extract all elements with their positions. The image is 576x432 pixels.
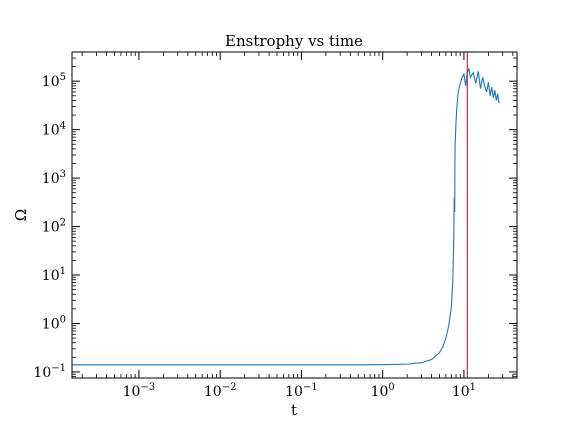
- x-tick-label: 100: [371, 382, 395, 400]
- plot-area: 10−3 10−2 10−1 100 101 10−1 100 101 102 103 104 105: [33, 52, 517, 400]
- x-tick-label: 101: [452, 382, 476, 400]
- y-axis-label: Ω: [12, 209, 30, 221]
- y-tick-label: 104: [42, 121, 66, 139]
- x-axis-label: t: [291, 401, 297, 419]
- x-tick-label: 10−2: [204, 382, 237, 400]
- y-tick-label: 10−1: [33, 363, 66, 381]
- y-tick-label: 103: [42, 169, 66, 187]
- chart-title: Enstrophy vs time: [225, 32, 363, 50]
- plot-frame: [71, 51, 518, 379]
- x-tick-label: 10−3: [123, 382, 156, 400]
- y-tick-label: 105: [42, 72, 66, 90]
- y-tick-label: 102: [42, 218, 66, 236]
- y-tick-label: 100: [42, 314, 66, 332]
- series-line: [72, 66, 500, 366]
- x-tick-label: 10−1: [285, 382, 318, 400]
- y-tick-label: 101: [42, 266, 66, 284]
